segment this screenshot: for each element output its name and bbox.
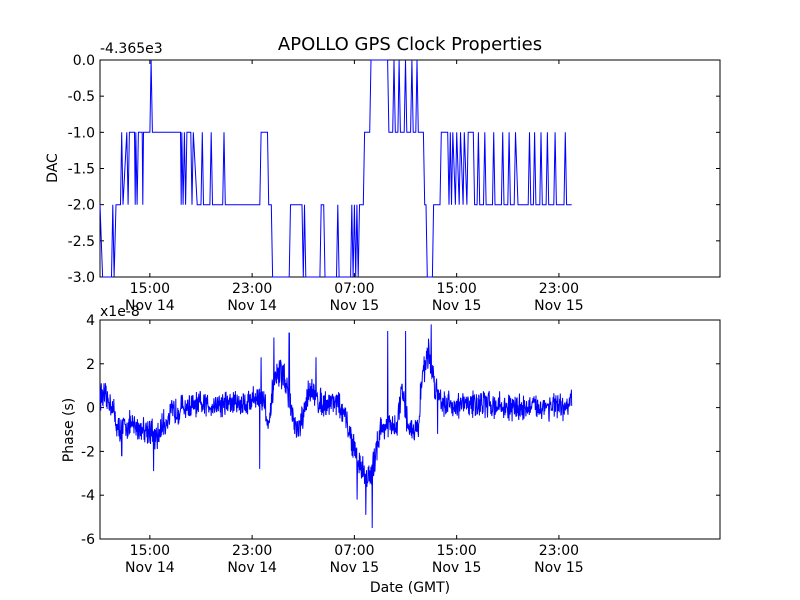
y-tick-label: -4 — [81, 488, 95, 504]
x-tick-label-date: Nov 15 — [534, 298, 584, 314]
dac-series-line — [99, 59, 572, 278]
x-tick-label-time: 07:00 — [334, 281, 374, 297]
figure-title: APOLLO GPS Clock Properties — [278, 34, 542, 55]
phase-series-line — [99, 324, 573, 529]
x-tick-label-time: 23:00 — [539, 543, 579, 559]
x-tick-label-date: Nov 14 — [227, 298, 277, 314]
x-tick-label-time: 23:00 — [232, 543, 272, 559]
y-tick-label: -6 — [81, 532, 95, 548]
phase-y-axis-label: Phase (s) — [61, 398, 77, 462]
x-tick-label-time: 23:00 — [539, 281, 579, 297]
phase-offset-text: x1e-8 — [100, 304, 140, 320]
x-tick-label-time: 15:00 — [130, 281, 170, 297]
y-tick-label: 2 — [86, 357, 95, 373]
x-tick-label-date: Nov 15 — [432, 298, 482, 314]
y-tick-label: -2.0 — [68, 198, 95, 214]
x-tick-label-date: Nov 15 — [330, 560, 380, 576]
phase-x-axis-label: Date (GMT) — [370, 580, 450, 596]
x-tick-label-date: Nov 14 — [125, 298, 175, 314]
x-tick-label-time: 23:00 — [232, 281, 272, 297]
y-tick-label: 4 — [86, 313, 95, 329]
dac-y-ticks: 0.0 -0.5 -1.0 -1.5 -2.0 -2.5 -3.0 — [68, 53, 720, 286]
x-tick-label-time: 15:00 — [436, 543, 476, 559]
y-tick-label: 0.0 — [73, 53, 95, 69]
y-tick-label: 0 — [86, 401, 95, 417]
phase-y-ticks: 4 2 0 -2 -4 -6 — [81, 313, 720, 548]
y-tick-label: -1.5 — [68, 162, 95, 178]
x-tick-label-date: Nov 14 — [125, 560, 175, 576]
y-tick-label: -3.0 — [68, 270, 95, 286]
x-tick-label-time: 15:00 — [436, 281, 476, 297]
dac-y-axis-label: DAC — [45, 153, 61, 183]
y-tick-label: -2 — [81, 444, 95, 460]
y-tick-label: -1.0 — [68, 125, 95, 141]
x-tick-label-time: 15:00 — [130, 543, 170, 559]
dac-offset-text: -4.365e3 — [100, 41, 163, 57]
x-tick-label-date: Nov 15 — [330, 298, 380, 314]
y-tick-label: -0.5 — [68, 89, 95, 105]
y-tick-label: -2.5 — [68, 234, 95, 250]
x-tick-label-date: Nov 15 — [534, 560, 584, 576]
x-tick-label-time: 07:00 — [334, 543, 374, 559]
x-tick-label-date: Nov 15 — [432, 560, 482, 576]
x-tick-label-date: Nov 14 — [227, 560, 277, 576]
phase-axes-frame — [99, 319, 721, 540]
